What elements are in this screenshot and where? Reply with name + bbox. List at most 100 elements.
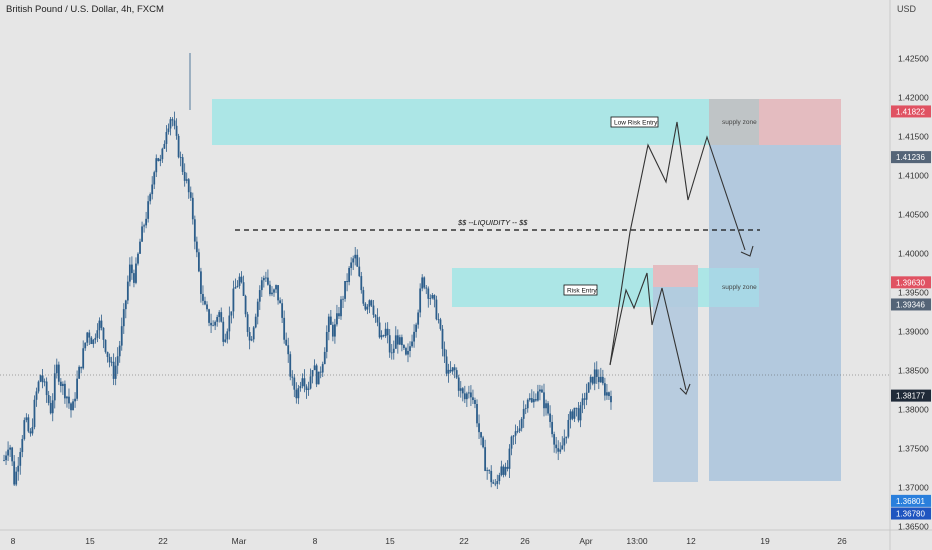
candle [396, 329, 399, 354]
candle [510, 435, 513, 456]
candle [313, 359, 316, 371]
candle [143, 223, 145, 233]
candle [175, 118, 178, 140]
candle [342, 295, 344, 308]
lower-short-stop-area [653, 265, 698, 287]
candle [210, 313, 212, 333]
candle [289, 351, 292, 381]
candle [118, 340, 121, 363]
candle [61, 381, 64, 395]
candle [112, 353, 115, 386]
candle [86, 331, 89, 347]
candle [508, 444, 511, 478]
candle [577, 401, 580, 423]
price-tag: 1.36801 [891, 494, 931, 507]
candle [415, 322, 418, 338]
candle [530, 389, 533, 404]
candle [547, 401, 549, 416]
candle [100, 314, 103, 331]
candle [413, 324, 415, 348]
time-axis[interactable]: 8 15 22 Mar 8 15 22 26 Apr 13:00 12 19 26 [11, 536, 847, 546]
candle [336, 304, 338, 327]
candle [301, 373, 304, 389]
candle [429, 294, 432, 305]
candle [354, 247, 357, 266]
candle [206, 301, 208, 312]
candle [433, 294, 436, 308]
y-tick-label: 1.39000 [898, 326, 929, 336]
candle [549, 405, 551, 428]
candle [492, 479, 495, 485]
y-tick-label: 1.40500 [898, 210, 929, 220]
y-tick-label: 1.42000 [898, 93, 929, 103]
candle [204, 296, 206, 306]
candle [216, 314, 219, 327]
candle [465, 391, 468, 407]
price-tag: 1.38177 [891, 389, 931, 402]
svg-text:1.39630: 1.39630 [896, 278, 925, 287]
candle [380, 330, 383, 340]
x-tick-label: Mar [232, 536, 247, 546]
candle [303, 369, 306, 393]
candle [502, 464, 505, 478]
candle [610, 390, 612, 410]
candle [309, 368, 312, 390]
chart-title: British Pound / U.S. Dollar, 4h, FXCM [6, 4, 164, 15]
candle [403, 344, 405, 351]
candle [305, 384, 308, 399]
candle [382, 334, 385, 338]
candle [545, 399, 547, 416]
candle [528, 393, 531, 402]
projection-arrowhead-upper [740, 245, 754, 257]
candle [110, 356, 113, 367]
candle [490, 465, 493, 488]
candle [224, 333, 227, 343]
candle [234, 278, 237, 289]
candle [425, 285, 428, 295]
candle [256, 298, 259, 325]
candle [482, 435, 484, 449]
candle [591, 376, 594, 386]
candle [124, 299, 127, 319]
candle [346, 273, 348, 292]
candle [472, 389, 474, 404]
candle [593, 362, 596, 391]
candle [597, 369, 600, 390]
candle [141, 221, 143, 242]
candle [390, 343, 393, 360]
candle [405, 346, 407, 356]
candle [601, 369, 604, 386]
candle [51, 393, 54, 422]
candle [449, 361, 452, 374]
candle [37, 380, 40, 394]
candle [271, 286, 273, 297]
candle [214, 320, 217, 331]
projection-path-lower [609, 272, 687, 391]
currency-label: USD [897, 4, 917, 14]
candle [585, 383, 588, 406]
candle [183, 163, 186, 187]
candle [431, 293, 434, 300]
candle [474, 397, 476, 409]
candle [457, 374, 460, 397]
candle [238, 273, 241, 289]
candle [277, 285, 279, 305]
candle [49, 396, 52, 415]
candle [202, 285, 204, 306]
candle [451, 367, 454, 375]
candle [90, 336, 93, 345]
candle [599, 367, 602, 383]
y-tick-label: 1.40000 [898, 248, 929, 258]
candle [45, 377, 48, 403]
candle [364, 302, 367, 311]
risk-entry-label: Risk Entry [567, 288, 597, 295]
candle [539, 384, 541, 401]
candle [307, 381, 310, 396]
lower-supply-zone [709, 268, 759, 307]
candle [66, 395, 68, 408]
candle [443, 341, 446, 363]
candle [226, 328, 229, 344]
candle [348, 265, 351, 286]
price-axis[interactable]: 1.42500 1.42000 1.41500 1.41000 1.40500 1.400… [898, 54, 929, 532]
